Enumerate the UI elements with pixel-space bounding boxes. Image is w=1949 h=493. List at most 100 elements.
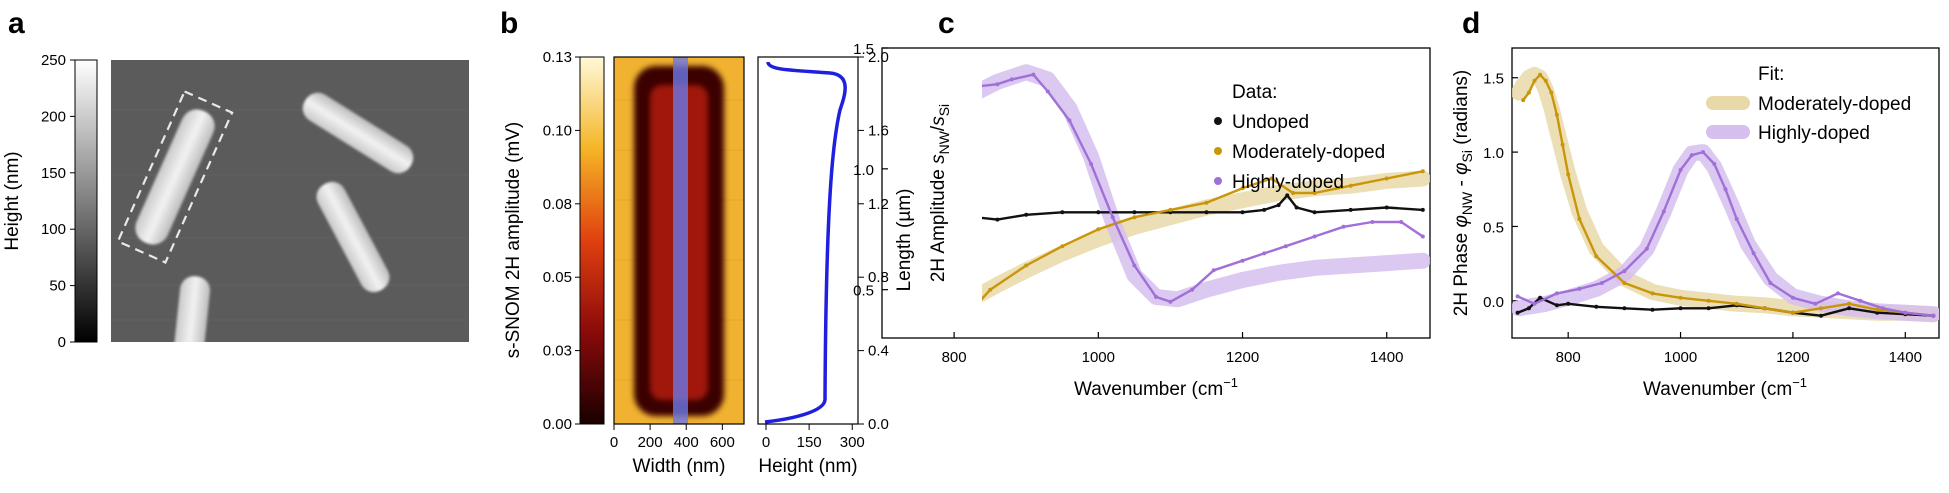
data-point [1706, 306, 1711, 311]
legend-d: Fit: Moderately-doped Highly-doped [1706, 64, 1911, 144]
data-point [1031, 72, 1036, 77]
data-point [1312, 234, 1317, 239]
data-point [1599, 281, 1604, 285]
data-point [1420, 169, 1425, 174]
snom-colorbar-tick-label: 0.08 [543, 196, 572, 213]
data-point [1132, 215, 1137, 220]
data-point [1858, 298, 1863, 303]
height-colorbar-tick-label: 200 [41, 108, 66, 125]
data-point [894, 155, 898, 159]
profile-xlabel: Height (nm) [758, 456, 857, 477]
data-point [1132, 263, 1137, 268]
data-point [1168, 299, 1173, 304]
data-point [1110, 215, 1115, 220]
snom-colorbar-tick-label: 0.00 [543, 416, 572, 433]
profile-ylabel: Length (µm) [894, 189, 915, 292]
data-point [1348, 183, 1353, 188]
height-profile-plot: 0 150 300 0.0 0.4 0.8 1.2 1.6 2.0 Height (nm) L… [757, 49, 915, 477]
panel-letter-a: a [8, 7, 25, 40]
legend-c: Data: Undoped Moderately-doped Highly-do… [1214, 82, 1385, 193]
nanorod-2 [302, 92, 414, 174]
height-colorbar-tick-label: 250 [41, 52, 66, 69]
data-point [1762, 306, 1767, 311]
data-point [1875, 310, 1880, 315]
data-point [1515, 294, 1520, 299]
data-point [1168, 207, 1173, 212]
xtick-label: 1400 [1889, 349, 1922, 366]
data-point [1515, 310, 1520, 315]
data-point [1096, 227, 1101, 232]
data-point [1931, 313, 1936, 318]
data-point [1291, 191, 1295, 195]
data-point [1024, 263, 1029, 268]
height-colorbar-tick-label: 100 [41, 221, 66, 238]
data-point [1543, 78, 1548, 83]
fit-band-series-3 [982, 170, 1430, 303]
data-point [1045, 89, 1050, 94]
data-point [1240, 186, 1245, 191]
fit-band-series-4 [982, 64, 1430, 308]
data-point [1549, 90, 1554, 95]
profile-ytick-label: 1.2 [868, 196, 889, 213]
ytick-label: 1.0 [1483, 145, 1504, 162]
legend-fit-moderately-doped: Moderately-doped [1758, 94, 1911, 115]
panel-d: d 800 1000 1200 1400 0.0 0.5 1.0 1.5 Wavenumber… [1451, 7, 1940, 400]
data-point [1283, 244, 1288, 249]
data-point [1847, 306, 1852, 311]
data-point [1768, 281, 1773, 285]
profile-xtick-label: 0 [762, 434, 770, 451]
data-point [1285, 193, 1290, 198]
height-profile-line [764, 61, 847, 424]
xtick-label: 1200 [1776, 349, 1809, 366]
plot-frame-d [1511, 47, 1940, 339]
map-xtick-label: 400 [674, 434, 699, 451]
data-point [952, 218, 956, 222]
data-point [1594, 254, 1599, 259]
afm-height-image: 1 µm [111, 60, 469, 402]
plot-frame-c [881, 47, 1431, 339]
data-point [1701, 150, 1705, 155]
data-point [1678, 295, 1683, 300]
data-point [1312, 191, 1317, 195]
data-point [894, 119, 898, 123]
data-point [1644, 246, 1649, 251]
line-cut-highlight [673, 57, 688, 424]
legend-highly-doped: Highly-doped [1232, 172, 1344, 193]
data-point [1577, 286, 1582, 291]
snom-colorbar-tick-label: 0.03 [543, 343, 572, 360]
data-point [1706, 298, 1711, 303]
data-point [1024, 212, 1029, 217]
data-point [1566, 172, 1571, 177]
data-point [1622, 306, 1627, 311]
panel-a: a 0 50 100 150 200 250 Height (nm) [2, 7, 469, 402]
data-point [1067, 118, 1072, 123]
data-point [1819, 313, 1823, 318]
selection-box [116, 90, 234, 264]
data-point [945, 312, 949, 316]
data-point [1089, 162, 1094, 166]
data-point [1526, 306, 1531, 311]
data-point [1538, 295, 1543, 300]
data-point [988, 287, 993, 292]
snom-colorbar-tick-label: 0.10 [543, 122, 572, 139]
data-point [1819, 306, 1823, 311]
data-point [1650, 307, 1655, 312]
profile-xtick-label: 300 [840, 434, 865, 451]
ytick-label: 1.0 [853, 162, 874, 179]
data-point [1678, 306, 1683, 311]
height-colorbar-tick-label: 0 [58, 334, 66, 351]
data-point [1060, 244, 1065, 249]
height-colorbar-tick-label: 150 [41, 165, 66, 182]
xtick-label: 800 [942, 349, 967, 366]
legend-title-d: Fit: [1758, 64, 1784, 85]
data-line-highly-doped [982, 73, 1424, 303]
ytick-label: 0.5 [853, 283, 874, 300]
data-point [974, 215, 978, 219]
legend-title-c: Data: [1232, 82, 1277, 103]
data-point [1341, 224, 1346, 229]
data-point [1577, 217, 1582, 221]
profile-ytick-label: 0.0 [868, 416, 889, 433]
data-point [1370, 220, 1375, 224]
map-xlabel: Width (nm) [633, 456, 726, 477]
